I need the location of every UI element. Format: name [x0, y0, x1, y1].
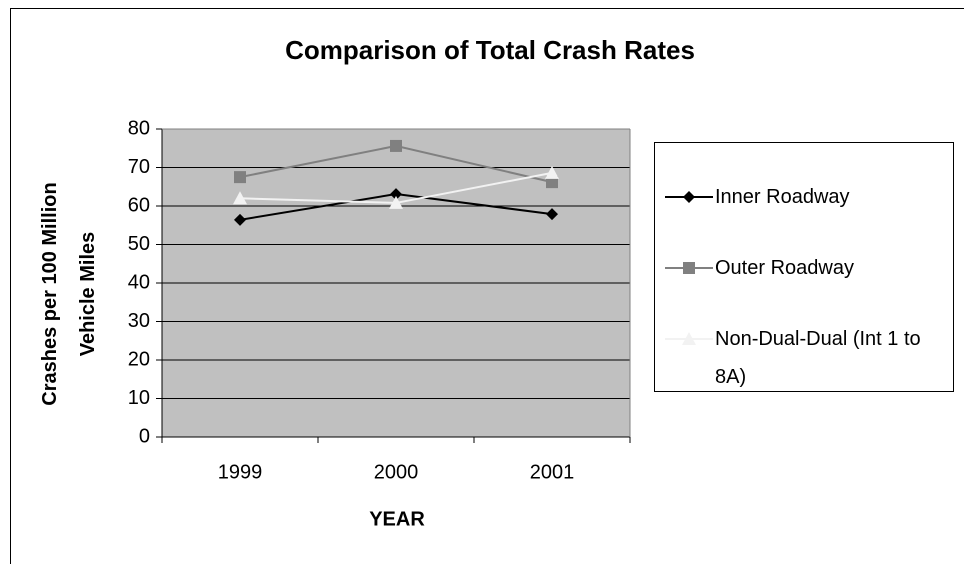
- marker: [546, 176, 558, 189]
- y-tick-label: 10: [128, 387, 150, 409]
- marker: [545, 165, 559, 179]
- legend-swatch: [665, 332, 713, 345]
- legend-entry: Non-Dual-Dual (Int 1 to 8A): [663, 320, 950, 396]
- legend: Inner Roadway Outer Roadway Non-Dual-Dual …: [654, 142, 954, 392]
- y-axis-label: Crashes per 100 Million Vehicle Miles: [39, 182, 99, 406]
- x-tick-label: 2000: [374, 461, 419, 483]
- marker: [682, 332, 696, 345]
- y-tick-label: 70: [128, 156, 150, 178]
- marker: [234, 213, 246, 226]
- y-tick-label: 20: [128, 348, 150, 370]
- y-tick-label: 40: [128, 271, 150, 293]
- marker: [389, 195, 403, 209]
- y-tick-label: 0: [139, 425, 150, 447]
- legend-swatch: [665, 191, 713, 203]
- marker: [683, 262, 695, 274]
- marker: [234, 171, 246, 184]
- x-axis-label: YEAR: [369, 508, 425, 530]
- chart-title: Comparison of Total Crash Rates: [285, 35, 695, 65]
- marker: [683, 191, 695, 203]
- legend-entry: Outer Roadway: [663, 249, 950, 287]
- legend-swatch: [665, 262, 713, 274]
- marker: [546, 208, 558, 221]
- legend-label: Non-Dual-Dual (Int 1 to 8A): [715, 328, 921, 388]
- y-tick-label: 80: [128, 117, 150, 139]
- marker: [233, 191, 247, 205]
- y-tick-label: 30: [128, 310, 150, 332]
- legend-label: Outer Roadway: [715, 257, 854, 279]
- y-tick-label: 60: [128, 194, 150, 216]
- y-tick-label: 50: [128, 233, 150, 255]
- legend-entry: Inner Roadway: [663, 178, 950, 216]
- marker: [390, 188, 402, 201]
- legend-label: Inner Roadway: [715, 186, 850, 208]
- x-tick-label: 1999: [218, 461, 263, 483]
- marker: [390, 139, 402, 152]
- x-tick-label: 2001: [530, 461, 575, 483]
